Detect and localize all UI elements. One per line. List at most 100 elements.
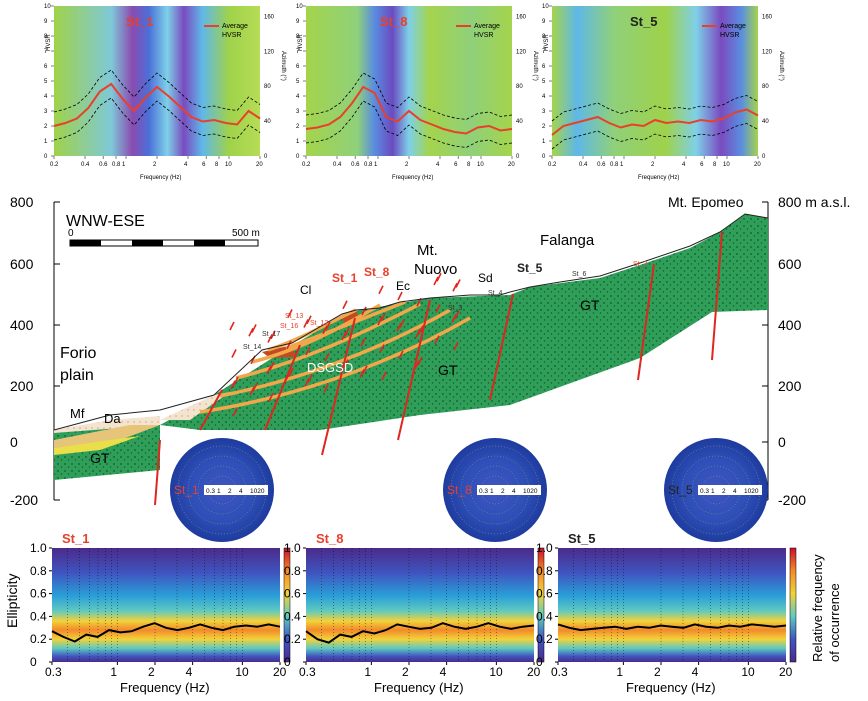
ellipticity-ytick-label: 1.0 <box>284 541 301 555</box>
hvsr-ytick-label: 2 <box>542 124 546 130</box>
az-tick-label: 0 <box>264 154 268 160</box>
fracture-mark <box>359 369 365 378</box>
hvsr-upper-bound <box>53 69 261 113</box>
ellipticity-station: St_1 <box>62 531 89 546</box>
legend-text-1b: HVSR <box>222 32 241 39</box>
fracture-mark <box>418 325 424 335</box>
fracture-mark <box>248 327 254 337</box>
hvsr-ytick-label: 1 <box>296 139 300 145</box>
hvsr-xtick-label: 0.8 <box>112 162 121 168</box>
az-tick-label: 120 <box>264 49 275 55</box>
fracture-mark <box>417 356 423 366</box>
legend-text-1a: Average <box>222 23 248 30</box>
right-tick-label: 0 <box>778 434 786 450</box>
hvsr-average-curve <box>53 82 261 127</box>
hvsr-panel-2: St_8 Average HVSR 0123456789100408012016… <box>296 4 538 181</box>
fracture-mark <box>324 352 330 362</box>
deposit-wedge <box>160 392 230 420</box>
hvsr-ytick-label: 2 <box>44 124 48 130</box>
hvsr-ytick-label: 1 <box>44 139 48 145</box>
hvsr-ytick-label: 4 <box>296 94 300 100</box>
left-tick-label: 400 <box>10 317 34 333</box>
fracture-mark <box>435 304 441 313</box>
colorbar <box>283 547 291 663</box>
fracture-mark <box>323 384 329 393</box>
hvsr-xtick-label: 20 <box>256 162 263 168</box>
ellipticity-ytick-label: 0 <box>536 655 543 669</box>
fracture-mark <box>378 285 384 295</box>
fracture-mark <box>455 279 461 288</box>
ellipticity-heatmap <box>558 548 786 662</box>
ellipticity-station: St_5 <box>568 531 595 546</box>
fracture-mark <box>233 376 239 386</box>
hvsr-average-curve <box>551 108 759 136</box>
hvsr-xtick-label: 8 <box>713 162 717 168</box>
az-tick-label: 40 <box>762 119 769 125</box>
ellipticity-xtick-label: 1 <box>616 665 623 679</box>
ellipticity-ytick-label: 0.4 <box>536 609 553 623</box>
fracture-mark <box>342 300 348 310</box>
hvsr-xtick-label: 4 <box>436 162 440 168</box>
right-tick-label: 200 <box>778 378 802 394</box>
right-tick-label: 400 <box>778 317 802 333</box>
fracture-mark <box>414 360 420 370</box>
hvsr-xtick-label: 0.2 <box>50 162 59 168</box>
ellipticity-heatmap <box>52 548 280 662</box>
hvsr-ytick-label: 10 <box>296 4 303 10</box>
station-st12: St_12 <box>310 320 328 327</box>
hvsr-ytick-label: 4 <box>542 94 546 100</box>
fracture-mark <box>288 367 294 377</box>
polar-plots: St_1 0.3 1 2 4 1020 St_8 0.3 1 2 4 1020 St_5 0.3 1 2 4 10… <box>170 438 768 542</box>
polar-ring-label: 2 <box>228 488 232 495</box>
polar-plot-2: St_8 0.3 1 2 4 1020 <box>443 438 547 542</box>
right-tick-label: 800 m a.s.l. <box>778 194 850 210</box>
ellipticity-panels: St_100.20.40.60.81.00.3 1 2 4 10 20Frequency … <box>30 531 797 695</box>
left-tick-label: 600 <box>10 256 34 272</box>
fracture-mark <box>361 306 367 316</box>
hvsr-panel-1: St_1 Average HVSR 0123456789100408012016… <box>44 4 286 181</box>
hvsr-xlabel-2: Frequency (Hz) <box>392 175 433 181</box>
polar-station-label: St_1 <box>174 483 199 497</box>
ellipticity-xtick-label: 20 <box>527 665 541 679</box>
fracture-mark <box>451 314 457 323</box>
fracture-mark <box>436 272 442 282</box>
left-tick-label: 0 <box>10 434 18 450</box>
fracture-mark <box>344 327 350 337</box>
ellipticity-xlabel: Frequency (Hz) <box>374 680 464 695</box>
az-tick-label: 40 <box>264 119 271 125</box>
fracture-mark <box>230 380 236 390</box>
hvsr-ytick-label: 10 <box>44 4 51 10</box>
fracture-mark <box>286 340 292 350</box>
ellipticity-xtick-label: 20 <box>779 665 793 679</box>
fracture-mark <box>267 334 273 343</box>
label-sd: Sd <box>478 271 493 285</box>
hvsr-ytick-label: 7 <box>296 49 300 55</box>
hvsr-ytick-label: 10 <box>542 4 549 10</box>
hvsr-ytick-label: 9 <box>296 19 300 25</box>
label-mf: Mf <box>70 406 85 421</box>
label-gt-left: GT <box>90 450 110 466</box>
ellipticity-xtick-label: 2 <box>402 665 409 679</box>
station-st1: St_1 <box>332 271 358 285</box>
station-st5: St_5 <box>517 261 543 275</box>
hvsr-xtick-label: 0.4 <box>333 162 342 168</box>
fracture-mark <box>322 325 328 335</box>
label-da: Da <box>104 411 121 426</box>
right-tick-label: 600 <box>778 256 802 272</box>
hvsr-ytick-label: 6 <box>296 64 300 70</box>
ellipticity-xtick-label: 4 <box>186 665 193 679</box>
fracture-mark <box>306 315 312 325</box>
left-tick-label: -200 <box>10 492 38 508</box>
ellipticity-mean-curve <box>305 622 535 644</box>
polar-ring-label: 0.3 <box>206 488 215 495</box>
scale-end: 500 m <box>232 228 260 239</box>
hvsr-xtick-label: 0.2 <box>302 162 311 168</box>
fracture-mark <box>287 309 293 318</box>
polar-scale-box <box>698 485 762 495</box>
deposit-mf <box>54 416 160 433</box>
hvsr-ytick-label: 5 <box>296 79 300 85</box>
fracture-mark <box>381 371 387 381</box>
hvsr-ytick-label: 0 <box>44 154 48 160</box>
hvsr-ytick-label: 4 <box>44 94 48 100</box>
